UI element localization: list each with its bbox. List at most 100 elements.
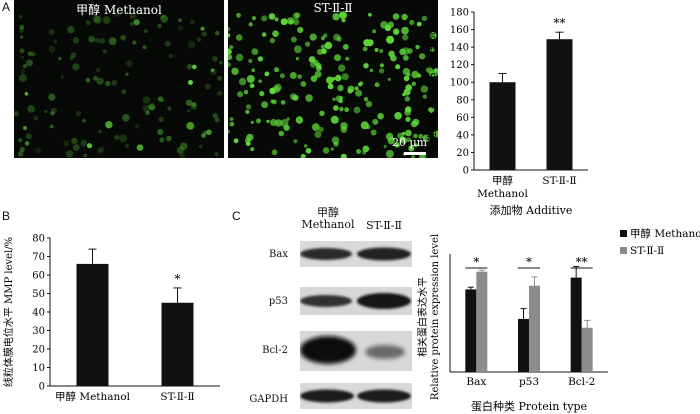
fluorescent-cell — [83, 153, 88, 158]
micrograph-methanol: 甲醇 Methanol — [14, 0, 224, 158]
fluorescent-cell — [410, 120, 418, 128]
fluorescent-cell — [50, 107, 57, 114]
fluorescent-cell — [401, 13, 408, 21]
fluorescent-cell — [88, 35, 95, 43]
blot-label-bax: Bax — [269, 249, 288, 260]
fluorescent-cell — [280, 100, 286, 105]
fluorescent-cell — [198, 144, 203, 149]
fluorescent-cell — [99, 37, 106, 44]
fluorescent-cell — [48, 93, 56, 101]
fluorescent-cell — [268, 13, 276, 20]
fluorescent-cell — [219, 60, 223, 65]
band-bcl2-methanol — [300, 336, 356, 364]
fluorescent-cell — [294, 45, 302, 54]
fluorescent-cell — [274, 67, 280, 73]
fluorescent-cell — [231, 67, 239, 76]
legend-label: ST-Ⅱ-Ⅱ — [630, 245, 664, 257]
fluorescent-cell — [142, 45, 147, 50]
panel-label-a: A — [2, 0, 11, 14]
fluorescent-cell — [18, 74, 27, 82]
fluorescent-cell — [422, 94, 428, 99]
fluorescent-cell — [63, 140, 70, 147]
fluorescent-cell — [72, 144, 80, 151]
fluorescent-cell — [415, 44, 420, 50]
fluorescent-cell — [316, 62, 322, 69]
fluorescent-cell — [429, 47, 435, 53]
fluorescent-cell — [178, 18, 182, 23]
fluorescent-cell — [121, 89, 127, 95]
bar — [489, 82, 516, 170]
fluorescent-cell — [421, 15, 428, 22]
fluorescent-cell — [214, 152, 219, 157]
fluorescent-cell — [210, 68, 215, 72]
fluorescent-cell — [44, 109, 48, 114]
fluorescent-cell — [311, 123, 320, 131]
x-axis-label: 添加物 Additive — [490, 203, 573, 217]
fluorescent-cell — [201, 31, 207, 37]
fluorescent-cell — [347, 85, 355, 93]
y-axis-label-cn: 相关蛋白表达水平 — [416, 277, 429, 357]
fluorescent-cell — [344, 107, 350, 113]
fluorescent-cell — [65, 150, 74, 158]
fluorescent-cell — [102, 16, 111, 25]
fluorescent-cell — [70, 52, 77, 58]
band-gapdh-methanol — [300, 389, 354, 403]
fluorescent-cell — [433, 130, 438, 138]
fluorescent-cell — [342, 44, 349, 50]
fluorescent-cell — [372, 118, 379, 125]
y-tick-label: 160 — [450, 25, 469, 36]
fluorescent-cell — [274, 17, 279, 22]
band-bax-methanol — [300, 248, 352, 260]
fluorescent-cell — [411, 155, 415, 158]
fluorescent-cell — [362, 46, 368, 52]
fluorescent-cell — [379, 63, 384, 68]
fluorescent-cell — [201, 133, 206, 138]
fluorescent-cell — [309, 33, 317, 41]
bar — [570, 277, 582, 372]
fluorescent-cell — [405, 129, 412, 137]
fluorescent-cell — [411, 70, 419, 79]
fluorescent-cell — [330, 147, 335, 151]
fluorescent-cell — [293, 139, 298, 144]
fluorescent-cell — [27, 105, 35, 113]
fluorescent-cell — [228, 54, 233, 60]
fluorescent-cell — [270, 99, 275, 104]
fluorescent-cell — [108, 37, 117, 46]
western-blot-panel: 甲醇 Methanol ST-Ⅱ-Ⅱ Bax p53 Bcl-2 GAPDH — [244, 205, 414, 414]
fluorescent-cell — [236, 12, 241, 18]
fluorescent-cell — [250, 83, 255, 88]
fluorescent-cell — [212, 55, 218, 62]
legend-swatch — [620, 247, 627, 254]
fluorescent-cell — [147, 102, 156, 111]
fluorescent-cell — [157, 96, 164, 102]
fluorescent-cell — [235, 34, 243, 41]
fluorescent-cell — [24, 141, 30, 146]
fluorescent-cell — [251, 16, 257, 21]
fluorescent-cell — [289, 93, 297, 100]
panel-label-c: C — [232, 209, 241, 223]
y-axis-label: 线粒体膜电位水平 MMP level/% — [2, 237, 15, 387]
fluorescent-cell — [370, 129, 377, 136]
blot-header-methanol: 甲醇 Methanol — [298, 207, 358, 231]
fluorescent-cell — [380, 21, 388, 29]
fluorescent-cell — [320, 36, 325, 41]
fluorescent-cell — [394, 112, 402, 120]
fluorescent-cell — [379, 48, 384, 54]
fluorescent-cell — [166, 135, 172, 142]
fluorescent-cell — [422, 134, 431, 142]
fluorescent-cell — [272, 85, 280, 94]
fluorescent-cell — [303, 144, 308, 148]
fluorescent-cell — [105, 80, 111, 87]
fluorescent-cell — [96, 68, 101, 73]
fluorescent-cell — [386, 35, 395, 44]
fluorescent-cell — [403, 55, 409, 61]
y-tick-label: 20 — [32, 345, 45, 356]
micrograph-methanol-cells — [14, 11, 223, 158]
fluorescent-cell — [50, 111, 55, 116]
fluorescent-cell — [228, 33, 231, 38]
fluorescent-cell — [326, 76, 334, 84]
bar — [581, 327, 593, 372]
blot-header-methanol-en: Methanol — [301, 218, 355, 231]
fluorescent-cell — [19, 35, 24, 39]
fluorescent-cell — [280, 119, 289, 127]
